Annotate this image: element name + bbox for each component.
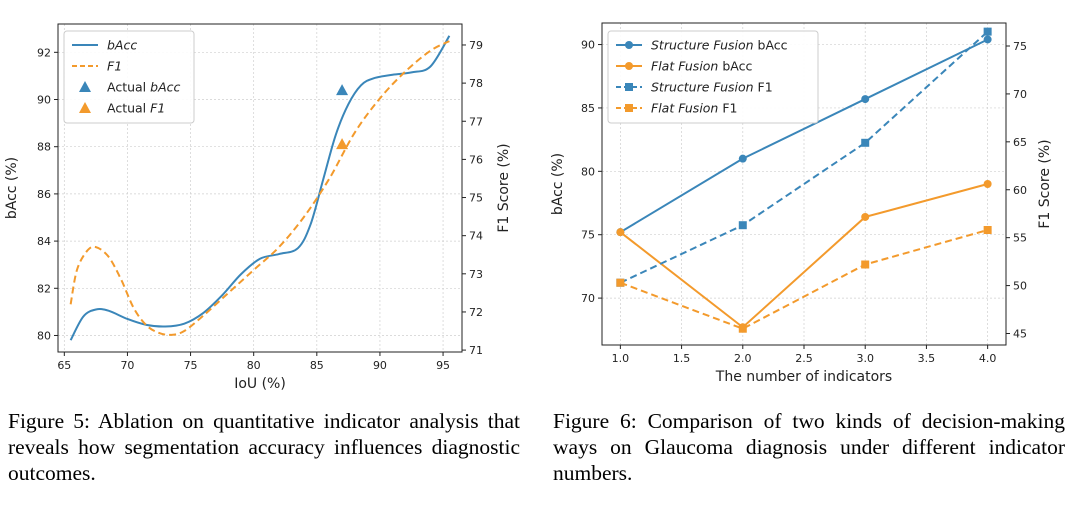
- figure-6-chart: 1.0 1.5 2.0 2.5 3.0 3.5 4.0 70 75 80 85 90 45 50 55 60 6…: [550, 22, 1053, 385]
- fig6-ytick-label-3: 85: [581, 102, 595, 115]
- fig5-y2tick-label-1: 72: [469, 306, 483, 319]
- fig6-series-structure-fusion-bacc-point-3: [983, 35, 992, 44]
- fig5-ytick-label-6: 92: [37, 46, 51, 59]
- fig5-ytick-label-0: 80: [37, 329, 51, 342]
- fig5-y2tick-label-0: 71: [469, 344, 483, 357]
- fig5-xtick-label-6: 95: [436, 359, 450, 372]
- fig5-y-axis-label: bAcc (%): [4, 157, 20, 219]
- fig5-xtick-label-3: 80: [247, 359, 261, 372]
- fig6-legend-item-structure-fusion-bacc-label: Structure Fusion bAcc: [651, 38, 788, 53]
- fig6-legend-item-flat-fusion-f1-swatch-marker: [625, 104, 633, 112]
- fig6-series-structure-fusion-bacc-line: [619, 38, 989, 234]
- fig5-ytick-label-2: 84: [37, 235, 51, 248]
- fig6-xtick-label-3: 2.5: [795, 352, 813, 365]
- fig6-y2tick-label-3: 60: [1013, 184, 1027, 197]
- fig6-ytick-label-1: 75: [581, 229, 595, 242]
- fig6-series-flat-fusion-f1-point-0: [616, 278, 625, 287]
- fig6-ytick-label-0: 70: [581, 292, 595, 305]
- fig6-xtick-label-2: 2.0: [734, 352, 752, 365]
- fig5-ytick-label-1: 82: [37, 282, 51, 295]
- fig5-ytick-label-4: 88: [37, 141, 51, 154]
- fig6-y2tick-label-5: 70: [1013, 88, 1027, 101]
- fig6-ytick-label-4: 90: [581, 39, 595, 52]
- fig6-legend-item-structure-fusion-bacc-swatch-marker: [625, 41, 633, 49]
- fig5-series-actual-bacc-point-0: [336, 84, 349, 96]
- fig5-xtick-label-4: 85: [310, 359, 324, 372]
- fig5-y2tick-label-4: 75: [469, 192, 483, 205]
- fig6-legend-item-structure-fusion-f1-label: Structure Fusion F1: [651, 80, 773, 95]
- fig6-xtick-label-5: 3.5: [918, 352, 936, 365]
- fig5-ytick-label-5: 90: [37, 94, 51, 107]
- fig5-x-axis-label: IoU (%): [234, 376, 286, 392]
- fig6-series-structure-fusion-f1-point-1: [738, 221, 747, 230]
- fig5-y2tick-label-2: 73: [469, 268, 483, 281]
- fig5-xtick-label-5: 90: [373, 359, 387, 372]
- fig6-legend-item-structure-fusion-f1-swatch-marker: [625, 83, 633, 91]
- fig6-series-flat-fusion-bacc-point-2: [861, 212, 870, 221]
- fig6-y2tick-label-0: 45: [1013, 328, 1027, 341]
- fig6-series-structure-fusion-f1-line: [619, 30, 989, 284]
- fig5-plot-frame: [57, 23, 463, 353]
- fig6-y-axis-label: bAcc (%): [550, 153, 566, 215]
- fig6-series-flat-fusion-f1-point-2: [861, 260, 870, 269]
- fig6-legend: Structure Fusion bAcc Flat Fusion bAcc Str…: [607, 30, 819, 124]
- fig5-legend-item-f1-label: F1: [107, 59, 122, 74]
- fig6-series-structure-fusion-bacc-point-1: [738, 154, 747, 163]
- fig5-legend-item-actual-bacc-swatch-marker: [79, 81, 91, 92]
- fig6-series-flat-fusion-bacc-line: [619, 183, 988, 329]
- fig5-legend-box: [63, 30, 195, 124]
- fig5-series-bacc-line: [69, 35, 451, 341]
- fig5-xtick-label-2: 75: [184, 359, 198, 372]
- figure-5-chart: 65 70 75 80 85 90 95 80 82 84 86 88 90 92 71 72 73 74 75 76…: [4, 23, 512, 392]
- fig6-series-flat-fusion-f1-line: [620, 229, 988, 330]
- fig6-series-structure-fusion-f1-point-2: [861, 138, 870, 147]
- fig6-y2tick-label-2: 55: [1013, 232, 1027, 245]
- fig5-legend: bAcc F1 Actual bAcc Actual F1: [63, 30, 195, 124]
- figure-6-caption: Figure 6: Comparison of two kinds of dec…: [553, 409, 1065, 485]
- fig6-legend-item-flat-fusion-f1-label: Flat Fusion F1: [651, 101, 737, 116]
- fig5-ytick-label-3: 86: [37, 188, 51, 201]
- fig5-y2tick-label-3: 74: [469, 230, 483, 243]
- fig6-y2-axis-label: F1 Score (%): [1037, 139, 1053, 228]
- fig6-xtick-label-1: 1.5: [673, 352, 691, 365]
- fig6-xtick-label-6: 4.0: [979, 352, 997, 365]
- fig6-series-structure-fusion-bacc-point-2: [861, 95, 870, 104]
- fig6-series-structure-fusion-f1-point-3: [983, 27, 992, 36]
- fig6-legend-item-flat-fusion-bacc-label: Flat Fusion bAcc: [651, 59, 752, 74]
- fig6-legend-item-flat-fusion-bacc-swatch-marker: [625, 62, 633, 70]
- fig6-legend-box: [607, 30, 819, 124]
- fig6-series-flat-fusion-bacc-point-0: [616, 228, 625, 237]
- fig5-xtick-label-0: 65: [57, 359, 71, 372]
- fig6-ytick-label-2: 80: [581, 165, 595, 178]
- fig5-y2tick-label-8: 79: [469, 39, 483, 52]
- fig6-y2tick-label-4: 65: [1013, 136, 1027, 149]
- figure-5-caption: Figure 5: Ablation on quantitative indic…: [8, 409, 520, 485]
- fig6-series-flat-fusion-bacc-point-3: [983, 180, 992, 188]
- fig6-x-axis-label: The number of indicators: [715, 369, 892, 385]
- fig5-legend-item-actual-f1-swatch-marker: [79, 102, 91, 113]
- fig5-legend-item-actual-f1-label: Actual F1: [107, 101, 165, 116]
- fig5-xtick-label-1: 70: [120, 359, 134, 372]
- fig6-y2tick-label-6: 75: [1013, 40, 1027, 53]
- fig6-series-flat-fusion-f1-point-3: [983, 226, 992, 234]
- fig6-series-flat-fusion-f1-point-1: [738, 324, 747, 333]
- fig6-xtick-label-0: 1.0: [612, 352, 630, 365]
- fig5-y2-axis-label: F1 Score (%): [496, 143, 512, 232]
- fig6-xtick-label-4: 3.0: [856, 352, 874, 365]
- fig5-y2tick-label-5: 76: [469, 153, 483, 166]
- fig5-series-f1-line: [69, 40, 450, 336]
- fig6-y2tick-label-1: 50: [1013, 280, 1027, 293]
- fig5-legend-item-actual-bacc-label: Actual bAcc: [107, 80, 180, 95]
- fig5-series-actual-f1-point-0: [336, 138, 349, 150]
- fig5-y2tick-label-6: 77: [469, 115, 483, 128]
- fig5-legend-item-bacc-label: bAcc: [107, 38, 137, 53]
- fig5-y2tick-label-7: 78: [469, 77, 483, 90]
